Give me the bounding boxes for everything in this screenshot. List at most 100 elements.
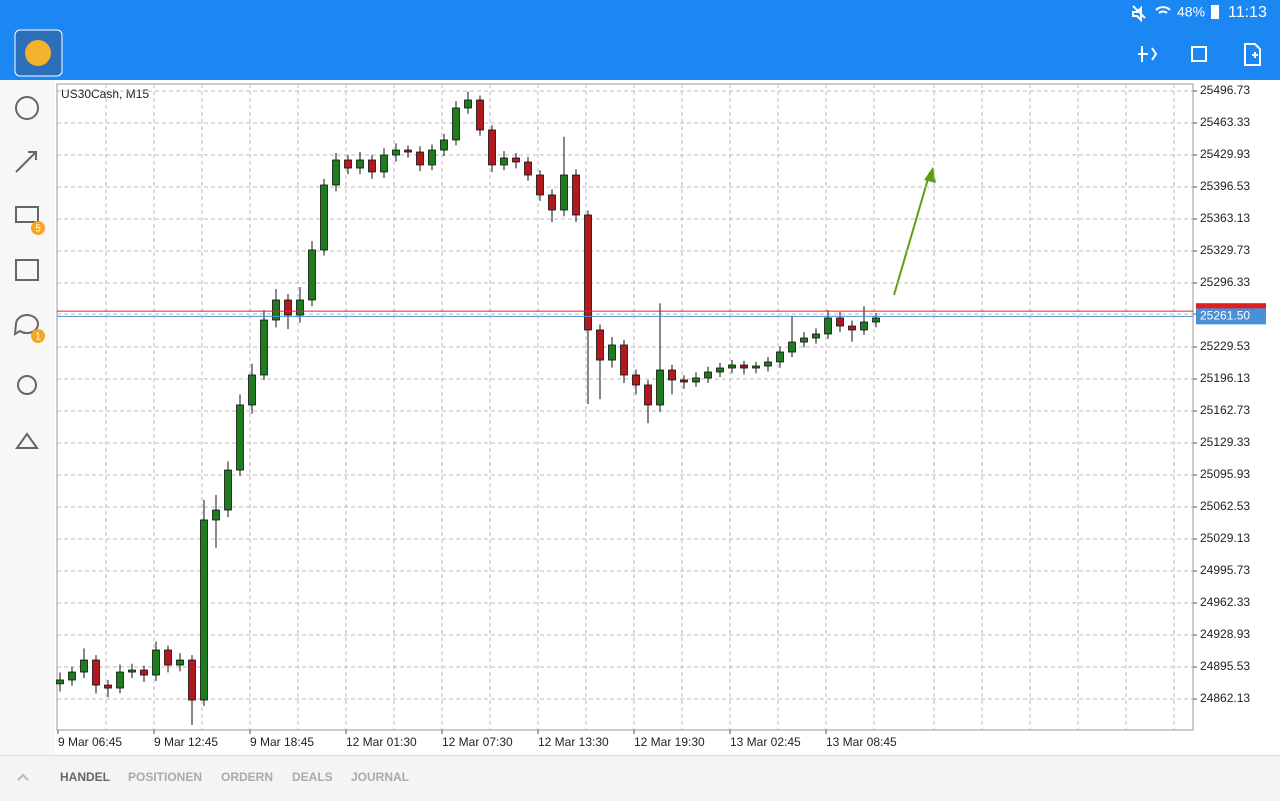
candle-body	[416, 151, 424, 166]
x-tick-label: 12 Mar 13:30	[538, 735, 609, 749]
candle-body	[392, 149, 400, 156]
candle-body	[92, 659, 100, 686]
candle-body	[128, 669, 136, 673]
candle-body	[680, 379, 688, 383]
candle-body	[620, 344, 628, 376]
candle-body	[68, 671, 76, 681]
x-tick-label: 9 Mar 18:45	[250, 735, 314, 749]
candle-body	[560, 174, 568, 211]
candle-body	[872, 317, 880, 323]
candle-body	[452, 107, 460, 141]
bid-label: 25261.50	[1200, 309, 1250, 323]
community-icon[interactable]	[15, 432, 39, 449]
candle-body	[188, 659, 196, 701]
y-tick-label: 25062.53	[1200, 499, 1250, 513]
chat-icon[interactable]	[13, 314, 39, 336]
candle-body	[848, 325, 856, 331]
battery-text: 48%	[1177, 4, 1205, 20]
mail-badge-dot	[31, 221, 45, 235]
candle-body	[668, 369, 676, 381]
candle-body	[296, 299, 304, 316]
bid-label-box	[1196, 308, 1266, 325]
annotation-arrowhead	[924, 167, 936, 183]
candle-body	[272, 299, 280, 321]
x-tick-label: 9 Mar 06:45	[58, 735, 122, 749]
x-tick-label: 12 Mar 01:30	[346, 735, 417, 749]
candle-body	[176, 659, 184, 666]
candle-body	[572, 174, 580, 216]
y-tick-label: 25095.93	[1200, 467, 1250, 481]
logo-coin	[25, 40, 51, 66]
battery-icon	[1211, 5, 1219, 19]
candle-body	[152, 649, 160, 676]
candle-body	[200, 519, 208, 701]
mute-icon	[1132, 5, 1146, 23]
candle-body	[476, 99, 484, 131]
app-bar: 48% 11:13	[0, 0, 1280, 80]
tab[interactable]: ORDERN	[221, 770, 274, 784]
x-tick-label: 13 Mar 02:45	[730, 735, 801, 749]
y-tick-label: 25196.13	[1200, 371, 1250, 385]
candle-body	[356, 159, 364, 169]
candle-body	[80, 659, 88, 673]
candle-body	[692, 377, 700, 383]
candle-body	[104, 684, 112, 689]
windows-icon[interactable]	[1191, 46, 1207, 62]
tab[interactable]: JOURNAL	[351, 770, 410, 784]
quotes-icon[interactable]	[1138, 46, 1158, 62]
candle-body	[224, 469, 232, 511]
y-tick-label: 24895.53	[1200, 659, 1250, 673]
candle-body	[248, 374, 256, 406]
y-tick-label: 24962.33	[1200, 595, 1250, 609]
y-tick-label: 25162.73	[1200, 403, 1250, 417]
y-tick-label: 25296.33	[1200, 275, 1250, 289]
candle-body	[596, 329, 604, 361]
candle-body	[836, 317, 844, 327]
candle-body	[788, 341, 796, 353]
candle-body	[512, 157, 520, 163]
mail-badge: 5	[35, 224, 41, 235]
candle-body	[428, 149, 436, 166]
candle-body	[728, 364, 736, 369]
candle-body	[320, 184, 328, 251]
chart-title: US30Cash, M15	[61, 87, 149, 101]
candle-body	[524, 161, 532, 176]
trade-icon[interactable]	[15, 151, 37, 173]
candle-body	[740, 364, 748, 369]
new-order-icon[interactable]	[1244, 43, 1261, 66]
x-tick-label: 12 Mar 07:30	[442, 735, 513, 749]
y-tick-label: 25463.33	[1200, 115, 1250, 129]
settings-icon[interactable]	[17, 375, 37, 395]
candle-body	[260, 319, 268, 376]
candle-body	[236, 404, 244, 471]
collapse-icon[interactable]	[0, 756, 40, 801]
chat-badge-dot	[31, 329, 45, 343]
tab[interactable]: HANDEL	[60, 770, 110, 784]
accounts-icon[interactable]	[15, 96, 39, 120]
x-tick-label: 13 Mar 08:45	[826, 735, 897, 749]
candle-body	[824, 317, 832, 335]
candle-body	[752, 365, 760, 369]
candle-body	[860, 321, 868, 331]
candle-body	[308, 249, 316, 301]
tab[interactable]: POSITIONEN	[128, 770, 203, 784]
y-tick-label: 25396.53	[1200, 179, 1250, 193]
candle-body	[380, 154, 388, 173]
candle-body	[332, 159, 340, 186]
y-tick-label: 25229.53	[1200, 339, 1250, 353]
candle-body	[608, 344, 616, 361]
annotation-arrow	[893, 171, 931, 296]
candle-body	[344, 159, 352, 169]
y-tick-label: 25129.33	[1200, 435, 1250, 449]
news-icon[interactable]	[15, 259, 39, 281]
chart: US30Cash, M15 24862.13 24895.53 24928.93 24…	[56, 83, 1266, 749]
y-tick-label: 24928.93	[1200, 627, 1250, 641]
wifi-icon	[1155, 6, 1171, 14]
y-tick-label: 25329.73	[1200, 243, 1250, 257]
y-tick-label: 25363.13	[1200, 211, 1250, 225]
tab[interactable]: DEALS	[292, 770, 333, 784]
candle-body	[212, 509, 220, 521]
candle-body	[632, 374, 640, 386]
mail-icon[interactable]	[15, 206, 39, 223]
